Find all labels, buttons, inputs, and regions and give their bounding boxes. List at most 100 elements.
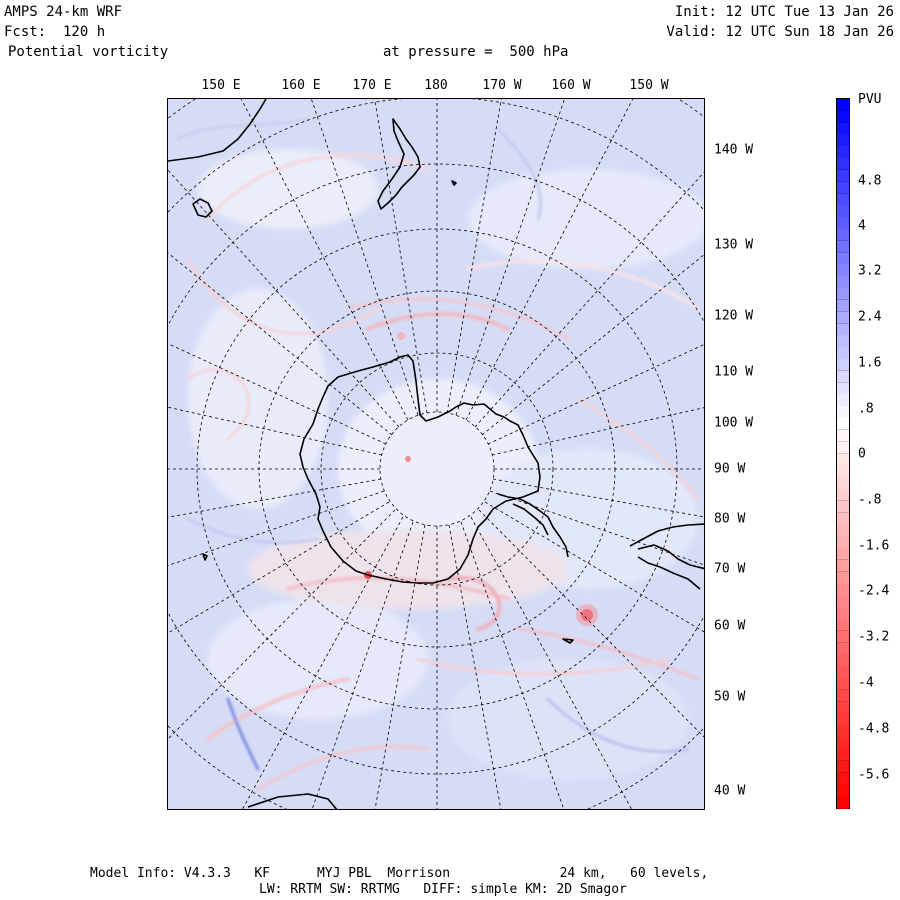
- colorbar-swatch: [837, 441, 849, 455]
- colorbar-swatch: [837, 630, 849, 644]
- south-america-coast: [629, 523, 704, 547]
- forecast-hour: Fcst: 120 h: [4, 24, 106, 40]
- colorbar-swatch: [837, 276, 849, 289]
- lat-label-60w: 60 W: [714, 618, 746, 634]
- colorbar-swatch: [837, 737, 849, 750]
- colorbar-label: -5.6: [858, 767, 890, 783]
- colorbar-swatch: [837, 666, 849, 679]
- colorbar-swatch: [837, 559, 849, 573]
- colorbar-label: 0: [858, 446, 866, 462]
- colorbar-swatch: [837, 288, 849, 301]
- lat-label-140w: 140 W: [714, 142, 754, 158]
- colorbar-swatch: [837, 311, 849, 325]
- colorbar-swatch: [837, 713, 849, 726]
- colorbar-swatch: [837, 453, 849, 466]
- colorbar-swatch: [837, 146, 849, 159]
- colorbar-swatch: [837, 335, 849, 348]
- colorbar-label: 2.4: [858, 309, 882, 325]
- colorbar-swatch: [837, 512, 849, 525]
- pv-map: [167, 98, 705, 810]
- colorbar-swatch: [837, 193, 849, 206]
- colorbar-swatch: [837, 796, 849, 809]
- lat-label-40w: 40 W: [714, 783, 746, 799]
- pv-filaments: [176, 117, 700, 791]
- new-zealand-coast: [377, 118, 421, 210]
- coastlines: [168, 99, 704, 809]
- pressure-level: at pressure = 500 hPa: [383, 44, 569, 60]
- lat-label-120w: 120 W: [714, 308, 754, 324]
- lat-label-80w: 80 W: [714, 511, 746, 527]
- colorbar-swatch: [837, 618, 849, 632]
- colorbar-label: -4: [858, 675, 874, 691]
- colorbar-swatch: [837, 748, 849, 762]
- colorbar-swatch: [837, 181, 849, 195]
- colorbar-label: -.8: [858, 492, 882, 508]
- lat-label-50w: 50 W: [714, 689, 746, 705]
- australia-coast: [168, 99, 267, 162]
- colorbar-swatch: [837, 607, 849, 620]
- colorbar: [836, 98, 850, 809]
- colorbar-swatch: [837, 701, 849, 715]
- colorbar-swatch: [837, 488, 849, 502]
- colorbar-swatch: [837, 299, 849, 313]
- colorbar-swatch: [837, 784, 849, 797]
- colorbar-label: 1.6: [858, 355, 882, 371]
- lon-label-160w: 160 W: [551, 78, 591, 93]
- colorbar-swatch: [837, 583, 849, 596]
- colorbar-swatch: [837, 228, 849, 242]
- colorbar-swatch: [837, 654, 849, 667]
- colorbar-swatch: [837, 252, 849, 266]
- model-info-line1: Model Info: V4.3.3 KF MYJ PBL Morrison 2…: [90, 866, 709, 881]
- colorbar-swatch: [837, 122, 849, 136]
- colorbar-swatch: [837, 99, 849, 112]
- lon-label-170w: 170 W: [482, 78, 522, 93]
- colorbar-label: -2.4: [858, 583, 890, 599]
- colorbar-label: 4.8: [858, 173, 882, 189]
- lat-label-70w: 70 W: [714, 561, 746, 577]
- colorbar-swatch: [837, 689, 849, 703]
- colorbar-label: -1.6: [858, 538, 890, 554]
- colorbar-swatch: [837, 134, 849, 147]
- colorbar-swatch: [837, 370, 849, 384]
- colorbar-swatch: [837, 760, 849, 774]
- colorbar-swatch: [837, 169, 849, 183]
- lat-label-130w: 130 W: [714, 237, 754, 253]
- lat-label-110w: 110 W: [714, 364, 754, 380]
- antarctica-coast: [299, 354, 541, 584]
- field-name: Potential vorticity: [8, 44, 169, 60]
- colorbar-swatch: [837, 678, 849, 691]
- pv-texture: [188, 149, 704, 779]
- colorbar-swatch: [837, 418, 849, 431]
- colorbar-swatch: [837, 595, 849, 608]
- lat-label-100w: 100 W: [714, 415, 754, 431]
- colorbar-swatch: [837, 772, 849, 785]
- colorbar-swatch: [837, 347, 849, 360]
- colorbar-label: .8: [858, 401, 874, 417]
- lon-label-150w: 150 W: [629, 78, 669, 93]
- colorbar-swatch: [837, 536, 849, 549]
- colorbar-label: -4.8: [858, 721, 890, 737]
- colorbar-label: 4: [858, 218, 866, 234]
- colorbar-swatch: [837, 394, 849, 407]
- map-svg: [168, 99, 704, 809]
- lon-label-160e: 160 E: [281, 78, 321, 93]
- colorbar-swatch: [837, 524, 849, 537]
- antarctic-peninsula-coast: [497, 493, 569, 558]
- model-title: AMPS 24-km WRF: [4, 4, 123, 20]
- colorbar-swatch: [837, 358, 849, 372]
- colorbar-swatch: [837, 500, 849, 514]
- lon-label-150e: 150 E: [201, 78, 241, 93]
- model-info-line2: LW: RRTM SW: RRTMG DIFF: simple KM: 2D S…: [259, 882, 627, 897]
- colorbar-swatch: [837, 548, 849, 561]
- colorbar-swatch: [837, 642, 849, 655]
- valid-time: Valid: 12 UTC Sun 18 Jan 26: [666, 24, 894, 40]
- colorbar-swatch: [837, 382, 849, 395]
- colorbar-swatch: [837, 217, 849, 230]
- colorbar-swatch: [837, 323, 849, 336]
- colorbar-swatch: [837, 725, 849, 738]
- colorbar-label: -3.2: [858, 629, 890, 645]
- colorbar-swatch: [837, 158, 849, 171]
- colorbar-swatch: [837, 465, 849, 478]
- colorbar-swatch: [837, 110, 849, 124]
- colorbar-swatch: [837, 406, 849, 419]
